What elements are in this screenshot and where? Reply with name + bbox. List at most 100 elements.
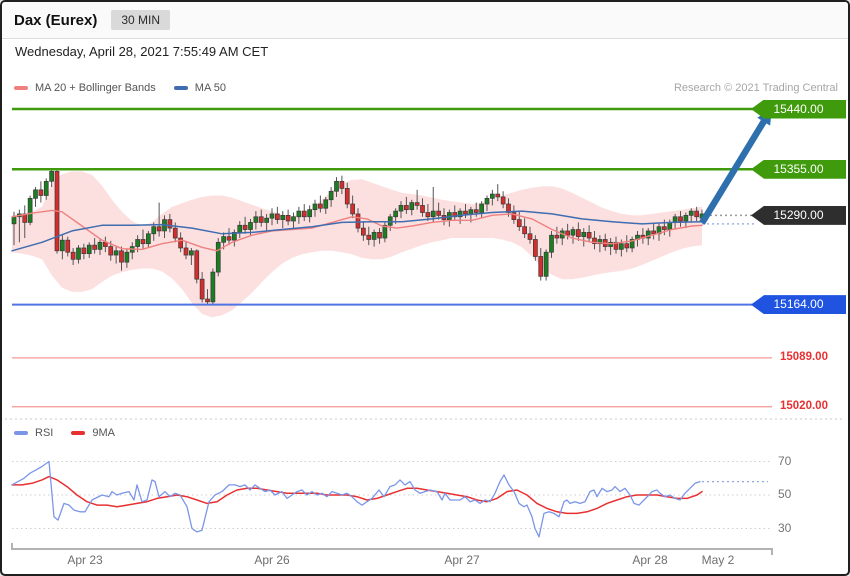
price-tag-15164: 15164.00 — [751, 295, 846, 315]
legend-label-ma50: MA 50 — [194, 82, 226, 94]
candle-bearish — [463, 210, 468, 215]
timeframe-badge: 30 MIN — [111, 10, 171, 30]
candle-bullish — [307, 209, 312, 218]
candle-bearish — [624, 243, 630, 249]
candle-bullish — [237, 224, 243, 233]
candle-bearish — [140, 239, 146, 245]
candle-bearish — [258, 216, 264, 223]
candle-bearish — [522, 226, 527, 235]
candle-bearish — [565, 230, 570, 236]
candle-bearish — [172, 227, 178, 239]
candle-bullish — [468, 209, 474, 215]
candle-bearish — [194, 250, 200, 280]
candle-bullish — [76, 247, 81, 260]
candle-bullish — [597, 239, 603, 245]
candle-bullish — [334, 180, 339, 192]
price-label-15020: 15020.00 — [780, 399, 828, 412]
candle-bearish — [554, 234, 560, 239]
candle-bearish — [318, 203, 323, 209]
candle-bullish — [570, 229, 576, 236]
ma50-line — [11, 210, 703, 252]
candle-bearish — [38, 189, 44, 196]
candle-bearish — [495, 193, 501, 198]
candle-bullish — [328, 190, 334, 201]
candle-bearish — [404, 205, 409, 211]
candle-bullish — [86, 244, 92, 254]
price-label-15089: 15089.00 — [780, 350, 828, 363]
candle-bullish — [409, 202, 415, 211]
candle-bearish — [576, 229, 581, 237]
candle-bearish — [301, 210, 307, 218]
candle-bearish — [516, 219, 522, 228]
candle-bullish — [479, 203, 484, 213]
candle-bullish — [296, 210, 302, 218]
candle-bearish — [533, 239, 538, 257]
candle-bearish — [339, 180, 345, 189]
rsi-line — [11, 460, 701, 538]
candle-bullish — [484, 197, 490, 205]
candle-bullish — [49, 171, 54, 182]
candle-bullish — [232, 232, 237, 241]
candle-bearish — [285, 215, 291, 222]
rsi-legend: RSI 9MA — [14, 427, 115, 439]
candle-bearish — [361, 227, 366, 236]
candle-bullish — [581, 232, 587, 237]
candle-bullish — [253, 216, 259, 223]
x-axis-label-may-2: May 2 — [701, 553, 735, 567]
candle-bullish — [215, 241, 221, 273]
candle-bearish — [527, 233, 533, 240]
candle-bullish — [382, 224, 388, 239]
legend-item-rsi: RSI — [14, 427, 53, 439]
candle-bullish — [490, 193, 495, 199]
candle-bearish — [414, 202, 420, 206]
x-axis-label-apr-28: Apr 28 — [632, 553, 668, 567]
candle-bullish — [371, 232, 377, 240]
candle-bullish — [221, 236, 226, 243]
candle-bearish — [199, 278, 205, 300]
candle-bearish — [183, 247, 189, 256]
bollinger-band — [12, 171, 702, 318]
header-bar: Dax (Eurex) 30 MIN — [2, 2, 848, 39]
candle-bullish — [393, 210, 398, 218]
candle-bullish — [645, 230, 651, 239]
candle-bearish — [651, 230, 656, 235]
candle-bullish — [269, 213, 275, 219]
candle-bearish — [436, 210, 441, 216]
candle-bullish — [667, 222, 673, 230]
candle-bearish — [694, 210, 699, 218]
candle-bearish — [538, 256, 544, 277]
chart-datetime: Wednesday, April 28, 2021 7:55:49 AM CET — [15, 44, 269, 59]
candle-bearish — [662, 226, 667, 230]
price-tag-15290: 15290.00 — [751, 205, 846, 225]
candle-bullish — [688, 210, 694, 216]
candle-bullish — [248, 222, 253, 230]
candle-bearish — [366, 234, 372, 240]
candle-bullish — [135, 239, 140, 247]
candle-bearish — [156, 226, 162, 232]
bullish-arrow-shaft — [699, 116, 769, 225]
candle-bullish — [97, 241, 103, 250]
candle-bullish — [27, 197, 33, 223]
candle-bearish — [506, 203, 511, 213]
nine-ma-swatch-icon — [71, 431, 86, 435]
candle-bullish — [543, 251, 549, 277]
candle-bearish — [205, 298, 210, 303]
rsi-swatch-icon — [14, 431, 28, 435]
ma50-swatch-icon — [173, 86, 188, 90]
rsi-tick-30: 30 — [778, 520, 792, 535]
candle-bullish — [210, 271, 216, 303]
candle-bullish — [146, 233, 151, 245]
candle-bearish — [70, 251, 76, 260]
candle-bearish — [178, 237, 183, 249]
rsi-9ma-line — [11, 475, 703, 515]
candle-bearish — [119, 250, 124, 263]
x-axis-label-apr-26: Apr 26 — [254, 553, 290, 567]
candle-bullish — [124, 251, 130, 263]
candle-bearish — [108, 246, 114, 256]
candle-bearish — [92, 244, 97, 250]
candle-bullish — [323, 199, 329, 209]
candle-bearish — [344, 188, 350, 205]
candle-bullish — [683, 215, 689, 222]
